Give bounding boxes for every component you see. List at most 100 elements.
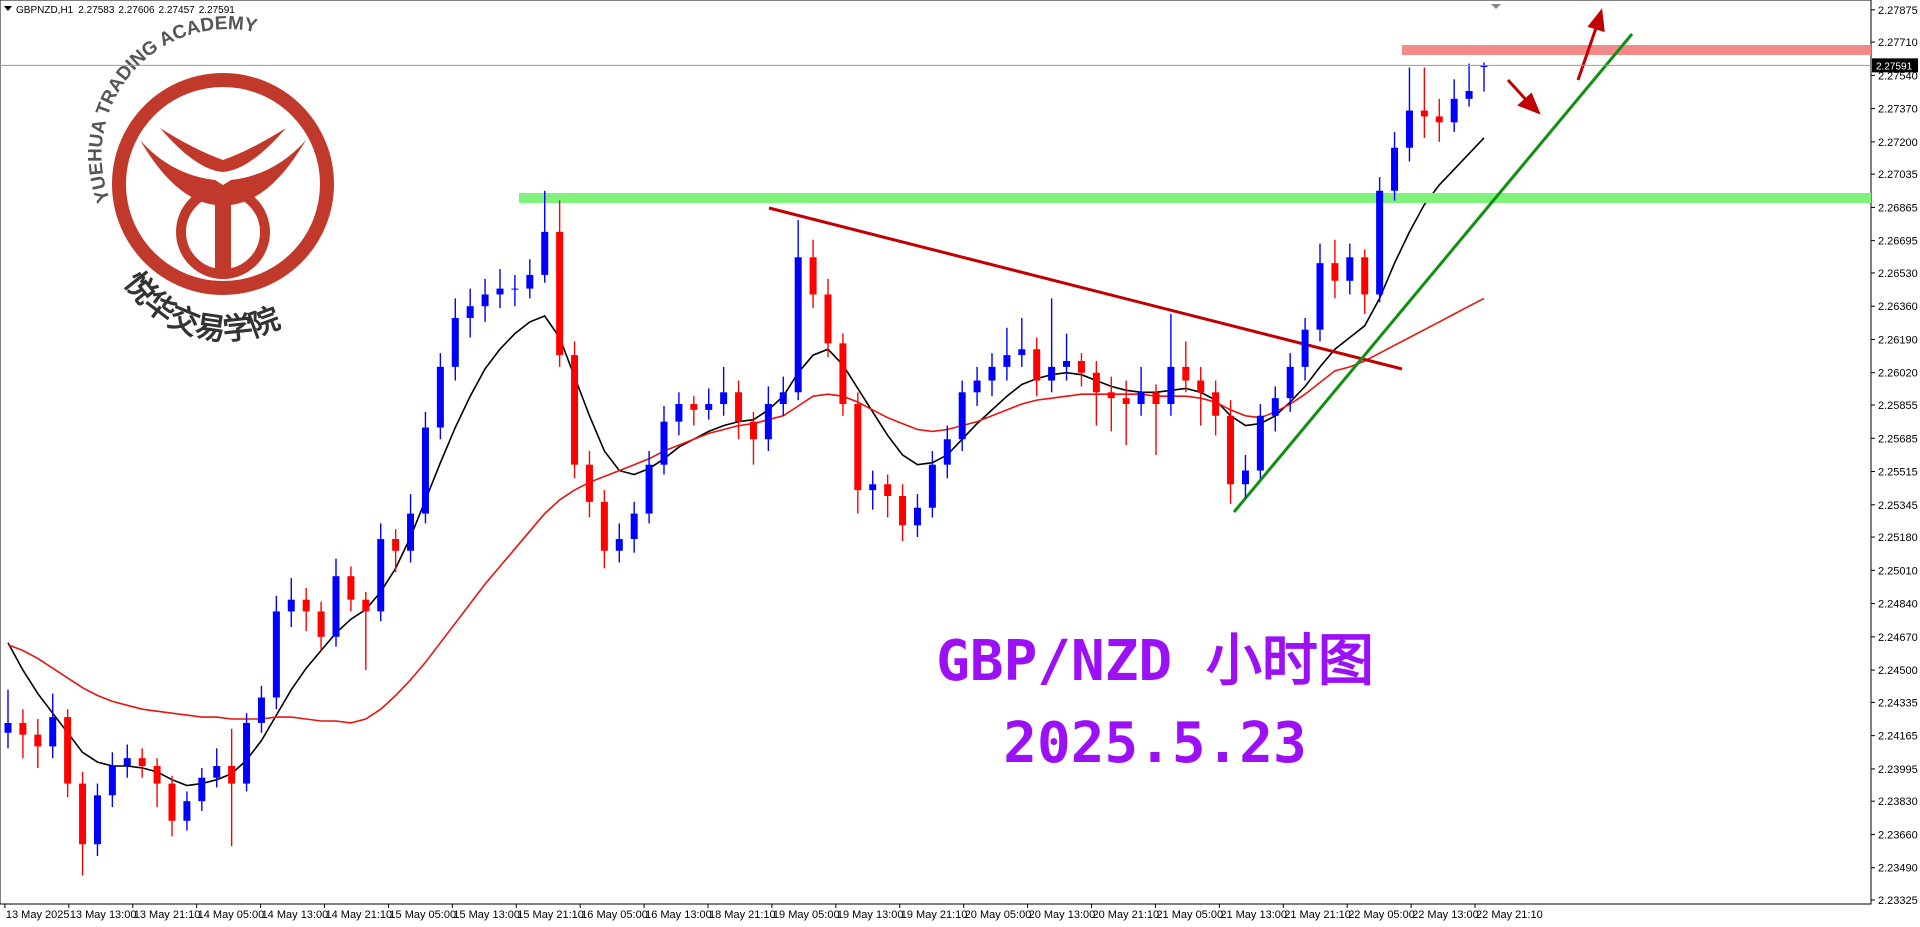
candle-body: [1197, 380, 1205, 393]
low: 2.27457: [159, 5, 196, 16]
candle-body: [466, 306, 474, 318]
y-tick-label: 2.25180: [1878, 532, 1918, 544]
candle-body: [317, 611, 325, 637]
candle-body: [675, 404, 683, 422]
x-tick-label: 20 May 21:10: [1093, 909, 1160, 921]
y-tick-label: 2.24670: [1878, 632, 1918, 644]
x-tick-label: 15 May 05:00: [389, 909, 456, 921]
moving-average: [7, 297, 1485, 724]
y-tick-label: 2.27035: [1878, 169, 1918, 181]
y-tick-label: 2.23995: [1878, 764, 1918, 776]
candle-body: [1316, 263, 1324, 330]
candle-body: [1227, 415, 1235, 485]
candle-body: [49, 717, 57, 747]
candle-body: [1420, 110, 1428, 117]
candle-body: [943, 439, 951, 465]
logo-mark: [140, 140, 306, 275]
resistance-zone: [1402, 45, 1871, 55]
candle-body: [511, 288, 519, 290]
y-tick-label: 2.25010: [1878, 565, 1918, 577]
logo-ring: [112, 73, 334, 295]
candle-body: [481, 294, 489, 307]
shift-marker: [1491, 4, 1501, 9]
candle-body: [899, 495, 907, 526]
candle-body: [34, 734, 42, 747]
arrow-head: [1517, 92, 1541, 115]
candle-body: [347, 576, 355, 600]
x-tick-label: 13 May 2025: [6, 909, 70, 921]
candle-body: [660, 421, 668, 465]
close: 2.27591: [199, 5, 236, 16]
candle-body: [138, 758, 146, 766]
arrows: [1506, 8, 1605, 115]
candle-body: [988, 366, 996, 381]
candle-body: [690, 404, 698, 410]
y-tick-label: 2.24840: [1878, 599, 1918, 611]
y-tick-label: 2.23325: [1878, 895, 1918, 907]
y-tick-label: 2.25855: [1878, 400, 1918, 412]
candle-body: [332, 576, 340, 637]
candle-body: [571, 355, 579, 465]
candle-body: [1301, 329, 1309, 367]
candle-body: [705, 404, 713, 410]
candle-body: [421, 427, 429, 514]
x-tick-label: 22 May 05:00: [1348, 909, 1415, 921]
y-tick-label: 2.26020: [1878, 368, 1918, 380]
candle-body: [541, 231, 549, 275]
support-zone: [519, 193, 1871, 203]
x-tick-label: 14 May 21:10: [325, 909, 392, 921]
candle-body: [1331, 263, 1339, 281]
y-tick-label: 2.24335: [1878, 697, 1918, 709]
x-tick-label: 14 May 13:00: [262, 909, 329, 921]
candle-body: [720, 392, 728, 405]
arrow-down: [1506, 78, 1530, 104]
candle-body: [168, 783, 176, 821]
candle-body: [839, 343, 847, 405]
candle-body: [1152, 392, 1160, 405]
candle-body: [585, 464, 593, 502]
current-price-box: [1872, 58, 1918, 73]
candle-body: [526, 274, 534, 289]
candle-body: [630, 513, 638, 540]
candle-body: [123, 758, 131, 766]
candle-body: [79, 783, 87, 845]
arrow-up: [1576, 27, 1598, 81]
y-tick-label: 2.27540: [1878, 70, 1918, 82]
menu-icon: [4, 6, 12, 11]
logo-inner: [176, 185, 270, 279]
candle-body: [19, 722, 27, 735]
candle-body: [1450, 98, 1458, 123]
candle-body: [1405, 110, 1413, 148]
logo-leaf: [160, 128, 286, 172]
y-tick-label: 2.23490: [1878, 863, 1918, 875]
candle-body: [1465, 90, 1473, 99]
candle-body: [64, 717, 72, 784]
candle-body: [884, 484, 892, 496]
candle-body: [1003, 355, 1011, 367]
candle-body: [615, 539, 623, 551]
y-tick-label: 2.27370: [1878, 104, 1918, 116]
y-tick-label: 2.27875: [1878, 5, 1918, 17]
x-tick-label: 13 May 13:00: [70, 909, 137, 921]
candle-body: [764, 404, 772, 440]
candle-body: [913, 507, 921, 526]
candle-body: [1167, 366, 1175, 405]
x-tick-label: 22 May 13:00: [1412, 909, 1479, 921]
candle-body: [1212, 392, 1220, 416]
candle-body: [257, 697, 265, 723]
candle-body: [243, 722, 251, 784]
x-tick-label: 13 May 21:10: [134, 909, 201, 921]
candle-body: [287, 599, 295, 612]
arrow-head: [1587, 8, 1605, 33]
high: 2.27606: [118, 5, 155, 16]
candle-body: [183, 801, 191, 821]
y-tick-label: 2.25345: [1878, 500, 1918, 512]
y-tick-label: 2.26360: [1878, 301, 1918, 313]
candle-body: [377, 539, 385, 612]
candle-body: [451, 317, 459, 367]
x-tick-label: 20 May 05:00: [965, 909, 1032, 921]
candle-body: [1182, 366, 1190, 381]
candle-body: [93, 795, 101, 845]
candle-body: [958, 392, 966, 440]
